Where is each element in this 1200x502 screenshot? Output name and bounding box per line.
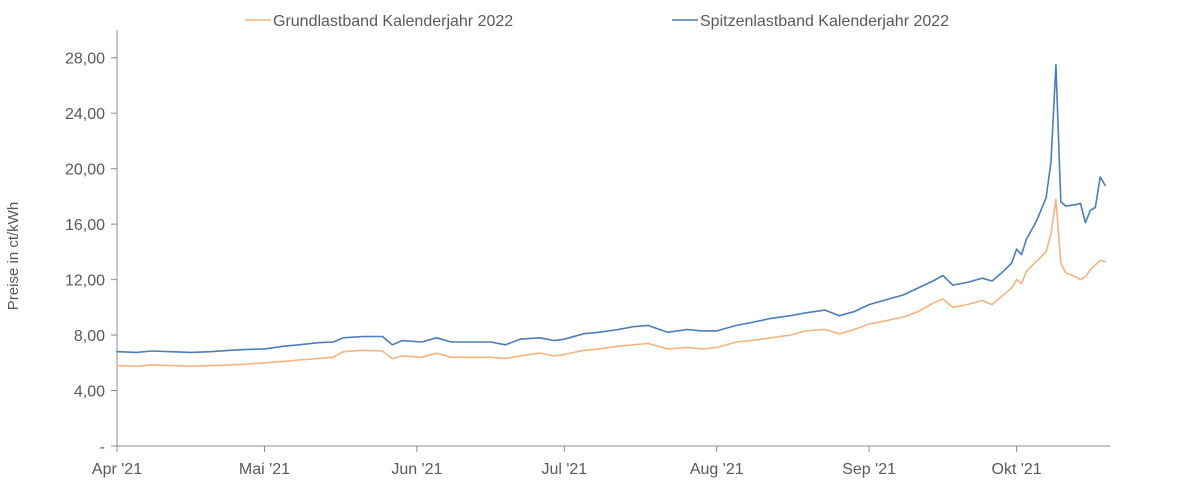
y-tick-label: 12,00 xyxy=(65,273,105,290)
legend-label: Spitzenlastband Kalenderjahr 2022 xyxy=(700,13,949,30)
y-tick-label: 24,00 xyxy=(65,106,105,123)
legend-item-grundlastband: Grundlastband Kalenderjahr 2022 xyxy=(245,13,513,30)
y-tick-label: 20,00 xyxy=(65,162,105,179)
series-group xyxy=(116,63,1106,368)
y-tick-label: 16,00 xyxy=(65,217,105,234)
y-tick-label: 8,00 xyxy=(74,328,105,345)
x-tick-label: Jul '21 xyxy=(541,461,587,478)
x-tick-label: Sep '21 xyxy=(842,461,896,478)
x-tick-label: Aug '21 xyxy=(690,461,744,478)
y-tick-label: 4,00 xyxy=(74,384,105,401)
x-tick-label: Jun '21 xyxy=(391,461,442,478)
x-tick-label: Okt '21 xyxy=(992,461,1042,478)
series-line-grundlastband xyxy=(116,198,1106,368)
y-axis-title: Preise in ct/kWh xyxy=(5,202,22,310)
y-axis: - 4,00 8,00 12,00 16,00 20,00 24,00 28,00 xyxy=(65,30,118,456)
x-axis: Apr '21 Mai '21 Jun '21 Jul '21 Aug '21 Sep '… xyxy=(92,445,1110,478)
series-line-spitzenlastband xyxy=(116,63,1106,354)
x-tick-label: Mai '21 xyxy=(239,461,290,478)
legend-item-spitzenlastband: Spitzenlastband Kalenderjahr 2022 xyxy=(672,13,949,30)
legend: Grundlastband Kalenderjahr 2022 Spitzenla… xyxy=(245,13,949,30)
y-tick-label: - xyxy=(100,439,105,456)
y-tick-label: 28,00 xyxy=(65,51,105,68)
x-tick-label: Apr '21 xyxy=(92,461,142,478)
legend-label: Grundlastband Kalenderjahr 2022 xyxy=(273,13,513,30)
